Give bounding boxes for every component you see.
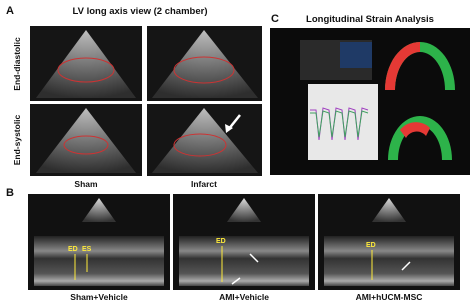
strain-screen (270, 28, 470, 175)
echo-fan (227, 198, 261, 222)
echo-fan (372, 198, 406, 222)
echo-fan (152, 30, 258, 98)
table (340, 42, 372, 68)
echo-fan (82, 198, 116, 222)
row-label: End-diastolic (12, 37, 22, 91)
caption: AMI+hUCM-MSC (356, 292, 423, 302)
arrow-head (225, 124, 233, 133)
mmode-trace (34, 236, 164, 286)
echo-fan (152, 108, 258, 173)
marker-label: ED (366, 242, 376, 249)
echo-fan (36, 30, 136, 98)
contour (57, 57, 115, 83)
mmode-trace (324, 236, 454, 286)
bullseye (400, 122, 430, 138)
column-label: Infarct (191, 179, 217, 189)
marker-label: ED (216, 238, 226, 245)
bullseye (385, 42, 420, 90)
panel-label: C (271, 13, 279, 25)
marker-label: ES (82, 246, 92, 253)
arrow (231, 253, 411, 285)
panel-title: LV long axis view (2 chamber) (73, 6, 208, 17)
panel-label: A (6, 5, 14, 17)
mmode-trace (179, 236, 309, 286)
row-label: End-systolic (12, 114, 22, 165)
strain-curve (310, 110, 369, 138)
contour (173, 133, 227, 157)
contour (63, 135, 109, 155)
echo-fan (36, 108, 136, 173)
caption: AMI+Vehicle (219, 292, 269, 302)
echo-images (30, 26, 262, 176)
column-label: Sham (74, 179, 98, 189)
marker-label: ED (68, 246, 78, 253)
contour (173, 56, 235, 84)
mmode-images (28, 194, 460, 290)
panel-title: Longitudinal Strain Analysis (306, 14, 434, 25)
caption: Sham+Vehicle (70, 292, 128, 302)
panel-label: B (6, 187, 14, 199)
